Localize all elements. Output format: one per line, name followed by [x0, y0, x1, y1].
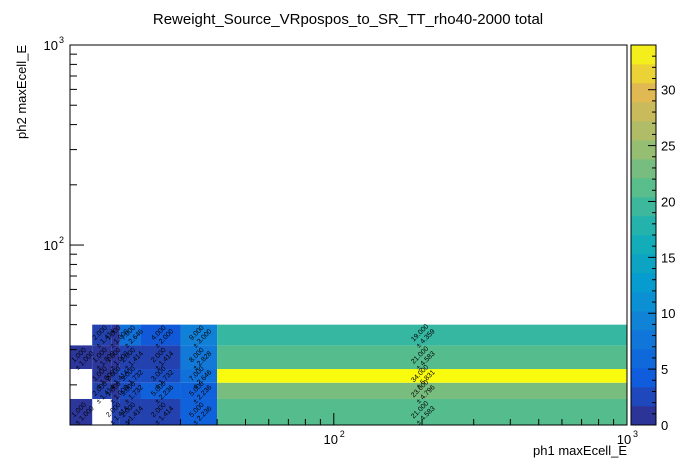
heatmap-cell — [119, 345, 141, 370]
x-tick-exponent: 2 — [340, 429, 345, 439]
colorbar-tick-label: 10 — [661, 306, 675, 321]
x-tick-exponent: 3 — [633, 429, 638, 439]
colorbar-band — [631, 254, 656, 274]
heatmap-cell — [111, 398, 120, 425]
colorbar-tick-label: 0 — [661, 418, 668, 433]
colorbar-band — [631, 235, 656, 255]
heatmap-cell — [180, 345, 218, 370]
heatmap-cell — [140, 398, 181, 425]
heatmap-cell — [92, 345, 112, 370]
colorbar-band — [631, 349, 656, 369]
x-tick-label: 10 — [617, 432, 631, 447]
colorbar-band — [631, 121, 656, 141]
colorbar-tick-label: 5 — [661, 362, 668, 377]
heatmap-cell — [92, 369, 112, 383]
x-axis-label: ph1 maxEcell_E — [533, 443, 627, 458]
y-tick-exponent: 3 — [59, 35, 64, 45]
colorbar-band — [631, 64, 656, 84]
colorbar-tick-label: 30 — [661, 83, 675, 98]
colorbar-band — [631, 45, 656, 65]
heatmap-cell — [119, 382, 141, 399]
heatmap-cell — [92, 324, 112, 346]
heatmap-cell — [70, 345, 93, 370]
heatmap-cell — [111, 369, 120, 383]
colorbar-band — [631, 273, 656, 293]
heatmap-cell — [111, 382, 120, 399]
colorbar-tick-label: 15 — [661, 250, 675, 265]
heatmap-cell — [180, 382, 218, 399]
colorbar: 0 5 10 15 20 25 30 — [630, 44, 675, 433]
heatmap-cell — [180, 324, 218, 346]
heatmap-cell — [140, 324, 181, 346]
heatmap-cell — [119, 324, 141, 346]
plot-frame — [69, 44, 628, 426]
heatmap-cell — [111, 345, 120, 370]
colorbar-band — [631, 292, 656, 312]
heatmap-cell — [180, 398, 218, 425]
colorbar-tick-label: 20 — [661, 194, 675, 209]
x-tick-label: 10 — [324, 432, 338, 447]
heatmap-cell — [92, 382, 112, 399]
heatmap-cell — [217, 369, 627, 383]
heatmap-cell — [111, 324, 120, 346]
colorbar-band — [631, 178, 656, 198]
colorbar-band — [631, 102, 656, 122]
colorbar-band — [631, 140, 656, 160]
heatmap-cell — [140, 382, 181, 399]
heatmap-cell — [140, 345, 181, 370]
colorbar-band — [631, 406, 656, 426]
colorbar-band — [631, 368, 656, 388]
cells-layer — [70, 324, 627, 425]
y-tick-exponent: 2 — [59, 235, 64, 245]
heatmap-cell — [119, 398, 141, 425]
y-tick-label: 10 — [44, 38, 58, 53]
heatmap-cell — [119, 369, 141, 383]
colorbar-band — [631, 387, 656, 407]
colorbar-band — [631, 216, 656, 236]
heatmap-cell — [70, 398, 93, 425]
heatmap-cell — [217, 324, 627, 346]
chart-title: Reweight_Source_VRpospos_to_SR_TT_rho40-… — [153, 11, 543, 28]
colorbar-tick-label: 25 — [661, 139, 675, 154]
colorbar-band — [631, 83, 656, 103]
heatmap-cell — [217, 345, 627, 370]
y-axis-label: ph2 maxEcell_E — [14, 45, 29, 139]
y-tick-label: 10 — [44, 238, 58, 253]
colorbar-band — [631, 311, 656, 331]
heatmap-cell — [217, 382, 627, 399]
heatmap-cell — [140, 369, 181, 383]
colorbar-band — [631, 330, 656, 350]
heatmap-cell — [180, 369, 218, 383]
colorbar-band — [631, 159, 656, 179]
x-axis: 10 2 10 3 — [128, 413, 638, 447]
colorbar-band — [631, 197, 656, 217]
